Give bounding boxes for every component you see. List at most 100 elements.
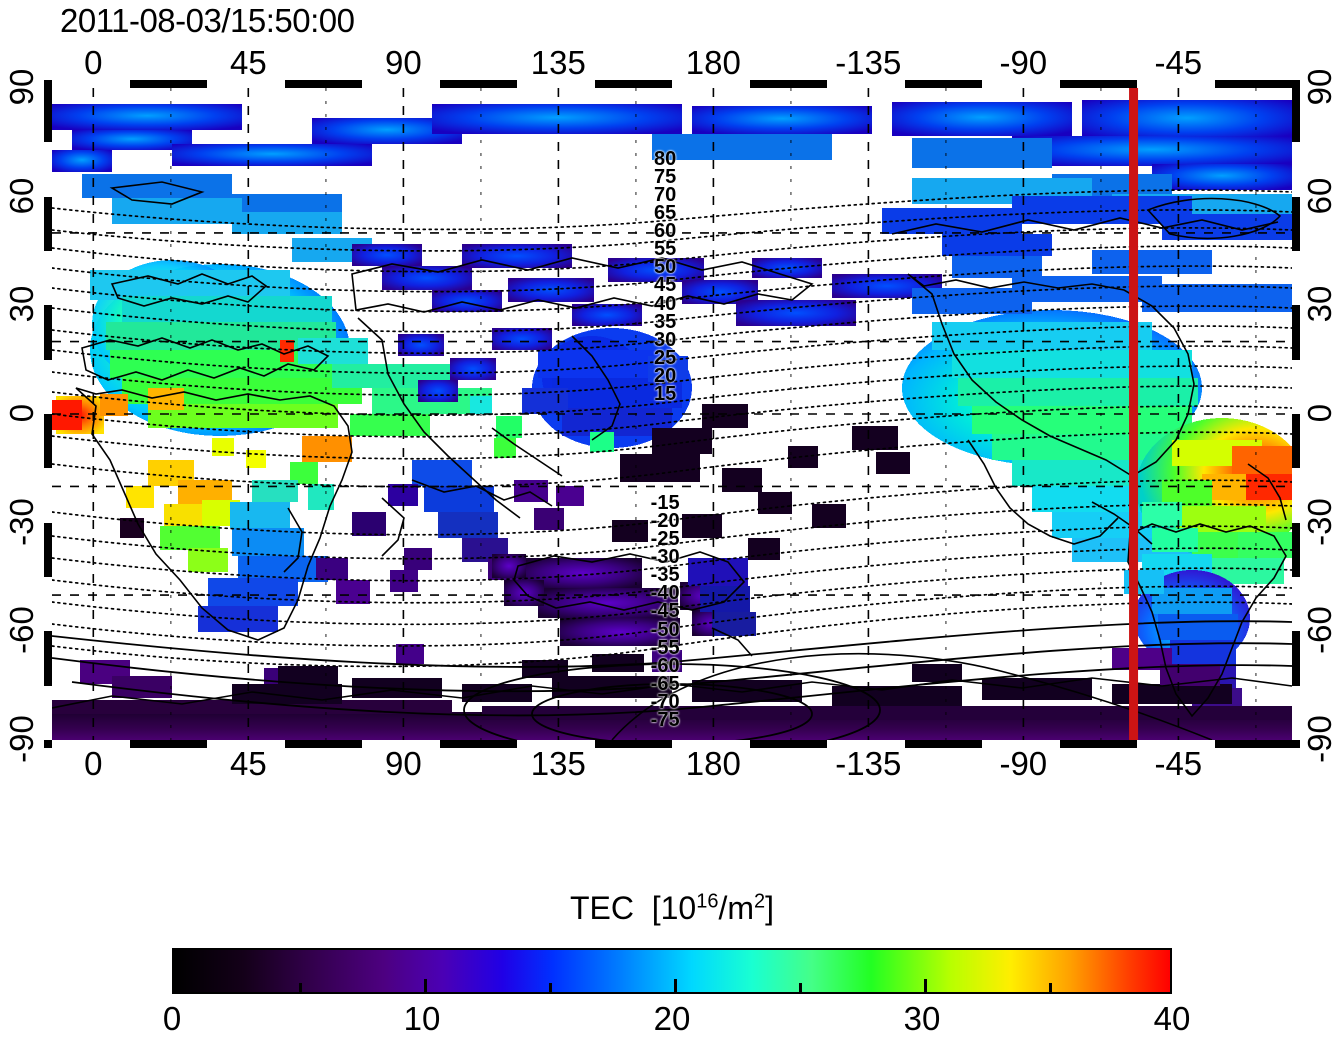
y-tick-label: 60 — [1301, 177, 1338, 215]
map-canvas — [52, 88, 1292, 740]
geomagnetic-latitude-label: -55 — [650, 636, 680, 659]
grid-lines — [52, 88, 1292, 740]
x-tick-label: -135 — [835, 44, 902, 81]
frame-segment — [44, 251, 52, 306]
frame-segment — [44, 142, 52, 197]
map-frame-bottom — [44, 740, 1300, 748]
geomagnetic-latitude-contours — [52, 189, 1292, 668]
geomagnetic-latitude-label: 75 — [653, 165, 677, 188]
colorbar-tick-label: 20 — [653, 1000, 691, 1037]
frame-segment — [517, 80, 595, 88]
coastlines — [52, 181, 1292, 740]
frame-segment — [1137, 80, 1215, 88]
page-title: 2011-08-03/15:50:00 — [60, 2, 355, 39]
geomagnetic-latitude-label: 35 — [653, 310, 677, 333]
x-tick-label: 180 — [685, 745, 741, 782]
x-tick-label: -45 — [1154, 44, 1203, 81]
frame-segment — [362, 740, 440, 748]
frame-segment — [1292, 142, 1300, 197]
geomagnetic-latitude-label: -75 — [650, 709, 680, 732]
frame-segment — [44, 577, 52, 632]
x-tick-label: -90 — [999, 44, 1048, 81]
geomagnetic-latitude-label: 60 — [653, 220, 677, 243]
frame-segment — [52, 80, 130, 88]
tec-map-plot[interactable]: 80 75 70 65 60 55 50 45 40 35 30 25 20 15 -15 -20 -25 -30… — [44, 80, 1300, 748]
map-frame-top — [44, 80, 1300, 88]
frame-segment — [362, 80, 440, 88]
frame-segment — [1292, 468, 1300, 523]
colorbar-unit-close: ] — [765, 890, 775, 926]
y-tick-label: -30 — [1301, 497, 1338, 546]
y-tick-label: 30 — [1301, 285, 1338, 323]
geomagnetic-latitude-label: 65 — [653, 201, 677, 224]
colorbar-exponent-2: 2 — [754, 890, 766, 913]
geomagnetic-pole-contours — [52, 620, 1292, 740]
x-tick-label: 180 — [685, 44, 741, 81]
geomagnetic-latitude-label: 30 — [653, 328, 677, 351]
frame-segment — [44, 468, 52, 523]
geomagnetic-latitude-label: -70 — [650, 690, 680, 713]
geomagnetic-latitude-label: -60 — [650, 654, 680, 677]
geomagnetic-latitude-label: -45 — [650, 600, 680, 623]
map-frame-left — [44, 80, 52, 748]
x-tick-label: 90 — [384, 745, 422, 782]
y-tick-label: 60 — [3, 177, 40, 215]
x-tick-label: 135 — [530, 44, 586, 81]
y-tick-label: -90 — [3, 715, 40, 763]
colorbar-unit-open: [10 — [651, 890, 697, 926]
y-tick-label: 30 — [3, 285, 40, 323]
x-tick-label: 0 — [84, 745, 103, 782]
x-tick-label: 135 — [530, 745, 586, 782]
colorbar-tick-label: 0 — [162, 1000, 182, 1037]
y-tick-label: -60 — [1301, 606, 1338, 655]
colorbar-minor-tick — [549, 983, 552, 992]
colorbar-tick — [674, 979, 677, 992]
colorbar-label-tec: TEC — [569, 890, 634, 926]
frame-segment — [827, 740, 905, 748]
colorbar-minor-tick — [799, 983, 802, 992]
y-tick-label: 0 — [3, 403, 40, 423]
geomagnetic-latitude-label: -40 — [650, 582, 680, 605]
y-tick-label: -30 — [3, 497, 40, 546]
map-svg — [52, 88, 1292, 740]
frame-segment — [982, 740, 1060, 748]
geomagnetic-latitude-label: -30 — [650, 546, 680, 569]
frame-segment — [1137, 740, 1215, 748]
colorbar-tick — [924, 979, 927, 992]
frame-segment — [672, 740, 750, 748]
geomagnetic-latitude-label: 45 — [653, 274, 677, 297]
map-frame-right — [1292, 80, 1300, 748]
x-tick-label: -135 — [835, 745, 902, 782]
geomagnetic-latitude-label: -35 — [650, 564, 680, 587]
frame-segment — [44, 685, 52, 740]
y-tick-label: -90 — [1301, 715, 1338, 763]
colorbar-minor-tick — [299, 983, 302, 992]
geomagnetic-latitude-label: 55 — [653, 238, 677, 261]
x-tick-label: 45 — [229, 44, 267, 81]
geomagnetic-latitude-label: 50 — [653, 256, 677, 279]
frame-segment — [1292, 685, 1300, 740]
colorbar-unit-mid: /m — [718, 890, 755, 926]
geomagnetic-latitude-label: -50 — [650, 618, 680, 641]
geomagnetic-latitude-label: -65 — [650, 672, 680, 695]
colorbar-gradient — [174, 950, 1170, 992]
geomagnetic-latitude-label: -20 — [650, 509, 680, 532]
x-tick-label: 0 — [84, 44, 103, 81]
frame-segment — [1292, 577, 1300, 632]
colorbar-tick-label: 30 — [903, 1000, 941, 1037]
x-tick-label: 90 — [384, 44, 422, 81]
y-tick-label: 90 — [3, 68, 40, 106]
frame-segment — [517, 740, 595, 748]
geomagnetic-latitude-label: -25 — [650, 527, 680, 550]
frame-segment — [44, 359, 52, 414]
geomagnetic-latitude-label: 40 — [653, 292, 677, 315]
x-tick-label: 45 — [229, 745, 267, 782]
frame-segment — [827, 80, 905, 88]
y-tick-label: 90 — [1301, 68, 1338, 106]
colorbar-minor-tick — [1049, 983, 1052, 992]
colorbar-tick-label: 10 — [403, 1000, 441, 1037]
x-tick-label: -90 — [999, 745, 1048, 782]
colorbar-exponent: 16 — [696, 890, 719, 913]
colorbar[interactable] — [172, 948, 1172, 994]
frame-segment — [52, 740, 130, 748]
